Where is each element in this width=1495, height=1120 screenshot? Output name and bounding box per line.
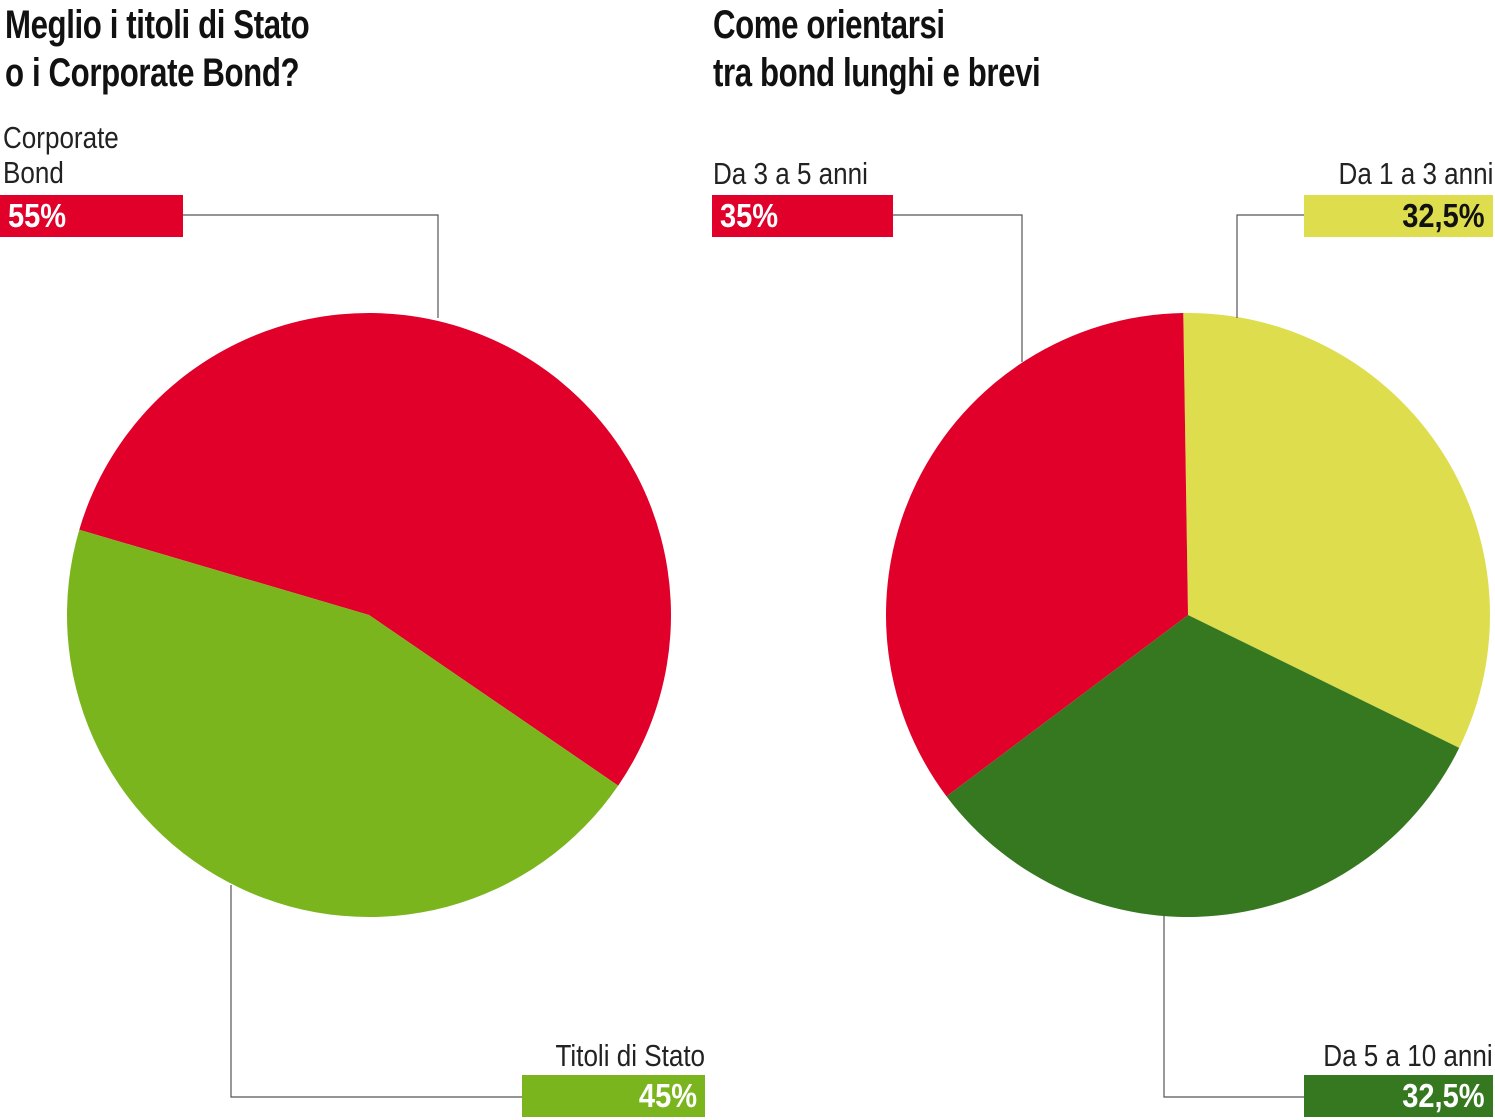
chart-title: Meglio i titoli di Stato: [5, 3, 310, 47]
category-label: Da 1 a 3 anni: [1338, 156, 1493, 191]
value-label: 32,5%: [1402, 1077, 1485, 1114]
pie-slice: [66, 529, 619, 918]
value-box: 45%: [522, 1075, 705, 1117]
pie-slice: [79, 313, 672, 786]
leader-line: [1163, 915, 1304, 1098]
category-label: Corporate Bond: [3, 120, 119, 190]
category-label: Titoli di Stato: [555, 1038, 705, 1073]
value-label: 55%: [8, 197, 67, 234]
value-box: 55%: [0, 195, 183, 237]
leader-line: [893, 214, 1023, 362]
leader-line: [183, 214, 439, 318]
leader-line: [1236, 214, 1304, 318]
value-label: 32,5%: [1402, 197, 1485, 234]
category-label: Da 5 a 10 anni: [1323, 1038, 1493, 1073]
chart-title: tra bond lunghi e brevi: [713, 51, 1041, 95]
pie-slice: [1183, 313, 1490, 748]
pie-slice: [946, 615, 1460, 917]
value-label: 35%: [720, 197, 779, 234]
chart-title: Come orientarsi: [713, 3, 945, 47]
category-label: Da 3 a 5 anni: [713, 156, 868, 191]
value-label: 45%: [638, 1077, 697, 1114]
chart-title: o i Corporate Bond?: [5, 51, 300, 95]
value-box: 32,5%: [1304, 1075, 1493, 1117]
pie-slice: [885, 313, 1188, 797]
value-box: 35%: [712, 195, 893, 237]
leader-line: [230, 885, 522, 1098]
value-box: 32,5%: [1304, 195, 1493, 237]
